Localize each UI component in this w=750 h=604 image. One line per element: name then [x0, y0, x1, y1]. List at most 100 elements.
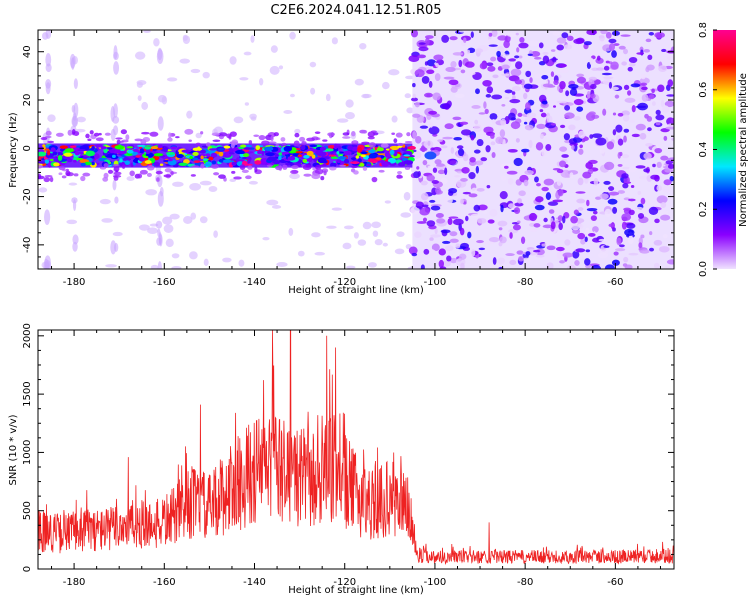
heatmap-blob [150, 264, 159, 269]
heatmap-blob [250, 116, 257, 121]
noise-blob [559, 80, 566, 90]
noise-blob [599, 147, 606, 154]
noise-blob [635, 123, 646, 131]
noise-blob [414, 69, 425, 78]
noise-blob [576, 198, 586, 204]
noise-blob [615, 53, 626, 61]
heatmap-blob [326, 225, 337, 229]
noise-blob [635, 105, 647, 109]
x-tick-label: -160 [153, 577, 176, 588]
noise-blob [651, 88, 655, 94]
noise-blob [557, 63, 567, 68]
noise-blob [485, 94, 492, 98]
y-tick-label: 1500 [22, 381, 33, 406]
noise-blob [656, 195, 668, 204]
signal-blob [208, 156, 214, 161]
signal-blob [255, 145, 261, 151]
noise-blob [506, 32, 518, 38]
heatmap-blob [289, 31, 296, 40]
noise-blob [628, 252, 639, 256]
noise-blob [643, 49, 650, 53]
signal-blob [126, 146, 134, 149]
heatmap-streak [110, 240, 117, 255]
signal-fringe [322, 139, 328, 142]
noise-blob [500, 118, 507, 126]
snr-panel: -180 -160 -140 -120 -100 -80 -60 0 500 1000 1500 2… [8, 323, 675, 596]
noise-blob [550, 221, 556, 230]
signal-blob [222, 159, 232, 163]
heatmap-blob [101, 218, 113, 223]
noise-blob [635, 165, 646, 169]
signal-blob [150, 146, 158, 150]
noise-blob [447, 158, 457, 165]
noise-blob [475, 88, 480, 95]
heatmap-streak [72, 112, 77, 121]
heatmap-blob [400, 212, 412, 218]
noise-blob [600, 30, 608, 35]
signal-blob [70, 145, 77, 148]
heatmap-blob [189, 182, 202, 191]
noise-blob [604, 161, 615, 171]
signal-blob [52, 151, 58, 156]
signal-fringe [406, 132, 411, 137]
noise-blob [628, 62, 636, 67]
signal-blob [337, 156, 347, 160]
noise-blob [592, 237, 601, 243]
signal-blob [181, 149, 191, 153]
noise-blob [524, 124, 534, 131]
signal-blob [228, 152, 235, 155]
noise-blob [564, 104, 571, 111]
noise-blob [541, 148, 547, 157]
signal-blob [271, 159, 281, 165]
signal-fringe [49, 176, 54, 183]
noise-blob [465, 71, 476, 76]
signal-blob [85, 150, 96, 157]
noise-blob [509, 99, 521, 104]
signal-fringe [149, 131, 159, 137]
noise-blob [418, 46, 429, 52]
noise-blob [424, 92, 433, 98]
signal-fringe [303, 173, 312, 177]
signal-fringe [38, 164, 43, 169]
heatmap-blob [259, 78, 264, 86]
signal-blob [176, 153, 184, 159]
noise-blob [443, 196, 453, 205]
noise-blob [611, 50, 617, 58]
noise-blob [436, 163, 445, 167]
noise-blob [487, 38, 493, 43]
noise-blob [612, 129, 617, 136]
noise-blob [546, 115, 553, 124]
noise-blob [623, 48, 629, 55]
noise-blob [507, 148, 518, 153]
signal-blob [38, 151, 47, 157]
signal-blob [389, 149, 395, 155]
noise-blob [487, 219, 495, 224]
signal-blob [235, 149, 245, 155]
signal-fringe [139, 169, 148, 175]
signal-blob [363, 161, 368, 164]
noise-blob [456, 170, 462, 174]
noise-blob [662, 105, 670, 114]
noise-blob [526, 112, 537, 118]
noise-blob [541, 75, 549, 80]
noise-blob [492, 74, 499, 79]
x-tick-label: -60 [607, 277, 623, 288]
snr-frame [37, 329, 675, 570]
noise-blob [458, 253, 467, 260]
noise-blob [473, 124, 482, 133]
signal-blob [38, 161, 47, 164]
signal-blob [111, 154, 116, 158]
signal-fringe [170, 170, 174, 176]
noise-blob [470, 134, 475, 141]
noise-blob [643, 152, 652, 160]
heatmap-streak [44, 209, 51, 225]
signal-fringe [290, 169, 299, 175]
noise-blob [574, 259, 580, 266]
noise-blob [652, 109, 657, 116]
signal-fringe [44, 175, 53, 178]
noise-blob [497, 257, 506, 265]
noise-blob [454, 93, 465, 98]
noise-blob [542, 55, 550, 64]
signal-fringe [122, 164, 126, 169]
noise-blob [534, 204, 545, 211]
